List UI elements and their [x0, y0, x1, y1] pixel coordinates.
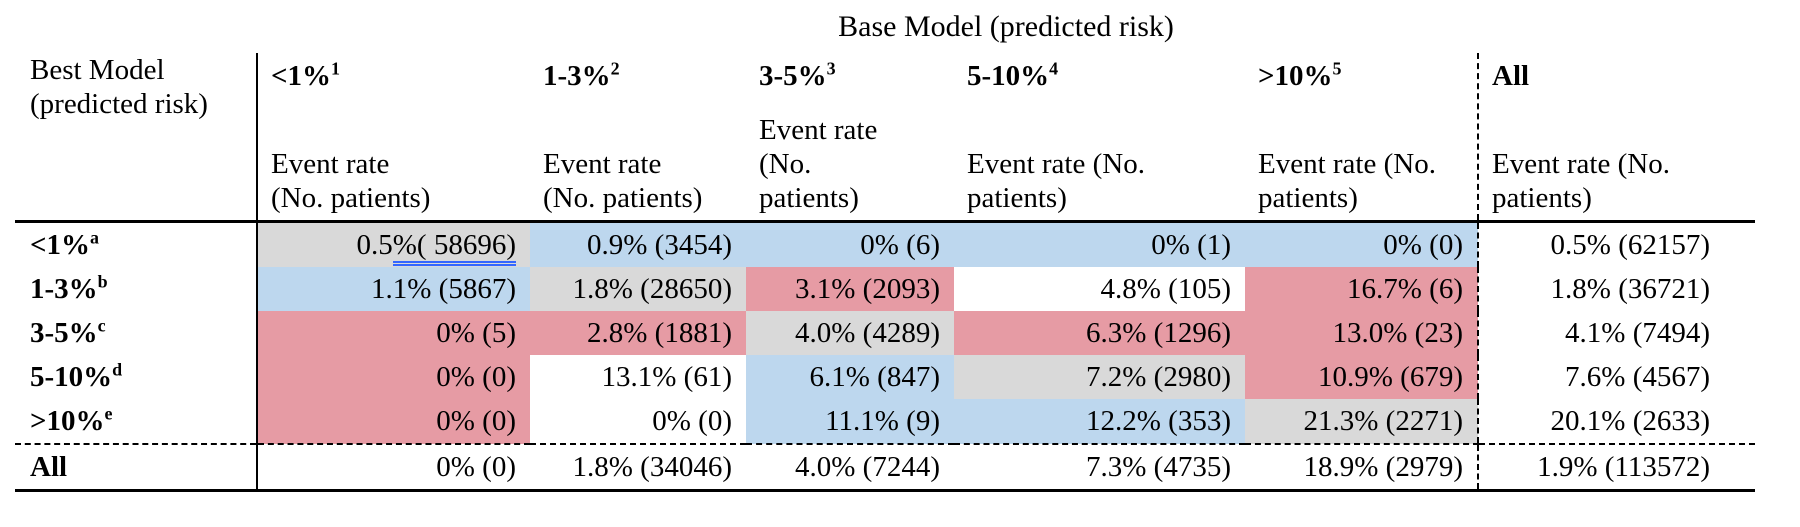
footnote-ref: 1 — [331, 58, 341, 79]
grand-total-cell: 1.9% (113572) — [1476, 443, 1756, 492]
footnote-ref: e — [104, 402, 113, 423]
column-header-lt1: <1%1 Event rate (No. patients) — [256, 53, 530, 223]
event-rate-subheader: Event rate (No. patients) — [967, 147, 1145, 214]
footnote-ref: 3 — [826, 58, 836, 79]
table-cell: 0.9% (3454) — [530, 221, 746, 267]
row-label-1-3: 1-3%b — [30, 270, 108, 305]
column-total-cell: 4.0% (7244) — [746, 443, 954, 492]
footnote-ref: c — [97, 314, 106, 335]
row-label-gt10: >10%e — [15, 398, 257, 445]
row-label-lt1: <1%a — [30, 226, 100, 261]
table-cell: 4.0% (4289) — [746, 310, 954, 355]
range-label: 3-5% — [759, 60, 827, 92]
row-total-cell: 1.8% (36721) — [1476, 266, 1756, 311]
blank-corner — [15, 6, 257, 53]
table-cell: 0% (0) — [1245, 221, 1478, 267]
event-rate-subheader: Event rate (No. patients) — [271, 147, 431, 214]
table-cell: 3.1% (2093) — [746, 266, 954, 311]
event-rate-subheader: Event rate (No. patients) — [1258, 147, 1436, 214]
table-cell: 0% (6) — [746, 221, 954, 267]
row-label-3-5: 3-5%c — [30, 314, 106, 349]
range-label: All — [1492, 60, 1530, 92]
table-cell: 12.2% (353) — [954, 398, 1245, 445]
table-cell: 7.2% (2980) — [954, 354, 1245, 399]
table-wrapper: Base Model (predicted risk) Best Model (… — [15, 6, 1800, 492]
column-header-gt10: >10%5 Event rate (No. patients) — [1245, 53, 1478, 223]
table-row-lt1: <1%a 0.5%( 58696) 0.9% (3454) 0% (6) 0% … — [15, 221, 1756, 267]
row-total-cell: 20.1% (2633) — [1476, 398, 1756, 445]
table-row-all: All 0% (0) 1.8% (34046) 4.0% (7244) 7.3%… — [15, 443, 1756, 492]
table-cell: 0% (0) — [256, 354, 530, 399]
row-label-5-10: 5-10%d — [30, 358, 123, 393]
column-total-cell: 7.3% (4735) — [954, 443, 1245, 492]
footnote-ref: 2 — [610, 58, 620, 79]
range-label: 5-10% — [967, 60, 1050, 92]
table-row-3-5: 3-5%c 0% (5) 2.8% (1881) 4.0% (4289) 6.3… — [15, 310, 1756, 355]
table-cell: 6.3% (1296) — [954, 310, 1245, 355]
cell-text-plain: 0.5 — [356, 228, 393, 261]
table-cell: 21.3% (2271) — [1245, 398, 1478, 445]
column-header-5-10: 5-10%4 Event rate (No. patients) — [954, 53, 1245, 223]
corner-header-line2: (predicted risk) — [30, 88, 208, 120]
corner-header: Best Model (predicted risk) — [15, 53, 257, 223]
table-cell: 0% (1) — [954, 221, 1245, 267]
corner-header-line1: Best Model — [30, 54, 165, 86]
table-cell: 2.8% (1881) — [530, 310, 746, 355]
range-label: 1-3% — [543, 60, 611, 92]
table-cell: 0% (0) — [256, 398, 530, 445]
footnote-ref: a — [90, 226, 100, 247]
row-total-cell: 0.5% (62157) — [1476, 221, 1756, 267]
event-rate-subheader: Event rate (No. patients) — [759, 113, 878, 214]
risk-reclassification-table: Base Model (predicted risk) Best Model (… — [15, 6, 1756, 492]
table-cell: 6.1% (847) — [746, 354, 954, 399]
column-total-cell: 1.8% (34046) — [530, 443, 746, 492]
table-cell: 0% (5) — [256, 310, 530, 355]
footnote-ref: 4 — [1049, 58, 1059, 79]
footnote-ref: d — [112, 358, 123, 379]
table-cell: 4.8% (105) — [1100, 272, 1231, 305]
table-cell: 0% (0) — [530, 398, 746, 445]
table-title: Base Model (predicted risk) — [838, 10, 1174, 43]
table-row-gt10: >10%e 0% (0) 0% (0) 11.1% (9) 12.2% (353… — [15, 398, 1756, 445]
table-cell: 13.1% (61) — [601, 360, 732, 393]
column-header-1-3: 1-3%2 Event rate (No. patients) — [530, 53, 746, 223]
table-row-5-10: 5-10%d 0% (0) 13.1% (61) 6.1% (847) 7.2%… — [15, 354, 1756, 399]
header-row: Best Model (predicted risk) <1%1 Event r… — [15, 53, 1756, 223]
table-row-1-3: 1-3%b 1.1% (5867) 1.8% (28650) 3.1% (209… — [15, 266, 1756, 311]
event-rate-subheader: Event rate (No. patients) — [543, 147, 703, 214]
row-total-cell: 4.1% (7494) — [1476, 310, 1756, 355]
title-row: Base Model (predicted risk) — [15, 6, 1755, 53]
table-cell: 0.5%( 58696) — [256, 221, 530, 267]
table-cell: 1.8% (28650) — [530, 266, 746, 311]
table-cell: 13.0% (23) — [1245, 310, 1478, 355]
column-header-3-5: 3-5%3 Event rate (No. patients) — [746, 53, 954, 223]
table-cell: 16.7% (6) — [1245, 266, 1478, 311]
range-label: >10% — [1258, 60, 1333, 92]
table-cell: 11.1% (9) — [746, 398, 954, 445]
row-total-cell: 7.6% (4567) — [1476, 354, 1756, 399]
table-cell: 10.9% (679) — [1245, 354, 1478, 399]
column-total-cell: 0% (0) — [256, 443, 530, 492]
event-rate-subheader: Event rate (No. patients) — [1492, 147, 1670, 214]
column-header-all: All Event rate (No. patients) — [1476, 53, 1756, 223]
footnote-ref: b — [97, 270, 108, 291]
row-label-all: All — [15, 443, 257, 492]
column-total-cell: 18.9% (2979) — [1245, 443, 1478, 492]
grammar-underline: %( 58696) — [392, 228, 516, 266]
footnote-ref: 5 — [1332, 58, 1342, 79]
range-label: <1% — [271, 60, 332, 92]
table-cell: 1.1% (5867) — [256, 266, 530, 311]
